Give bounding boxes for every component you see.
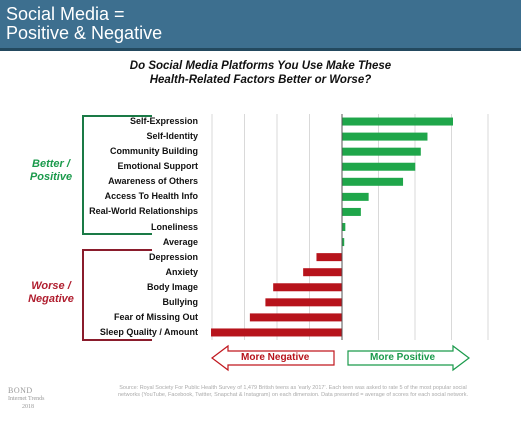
- source-note: Source: Royal Society For Public Health …: [117, 385, 468, 398]
- page-title-line2: Positive & Negative: [6, 23, 163, 43]
- more-positive-label: More Positive: [370, 352, 436, 363]
- bar-bullying: [265, 298, 342, 307]
- chart-question-line2: Health-Related Factors Better or Worse?: [149, 74, 372, 86]
- bar-access-to-health-info: [342, 192, 369, 201]
- category-label: Emotional Support: [117, 161, 199, 172]
- better-label-line2: Positive: [29, 171, 73, 183]
- category-label: Loneliness: [150, 221, 198, 232]
- more-negative-arrow-icon: [211, 344, 335, 372]
- bar-community-building: [342, 147, 421, 156]
- bar-awareness-of-others: [342, 177, 404, 186]
- category-label: Real-World Relationships: [89, 206, 198, 217]
- bar-fear-of-missing-out: [249, 313, 342, 322]
- bar-self-expression: [342, 117, 453, 126]
- header-banner: Social Media = Positive & Negative: [0, 0, 521, 51]
- category-label: Bullying: [162, 296, 199, 307]
- bar-loneliness: [342, 223, 346, 231]
- page-title-line1: Social Media =: [6, 4, 125, 24]
- category-label: Average: [162, 236, 198, 247]
- worse-label-line2: Negative: [28, 293, 74, 305]
- category-label: Body Image: [146, 281, 198, 292]
- more-positive-arrow-icon: [347, 344, 470, 372]
- more-negative-label: More Negative: [241, 352, 310, 363]
- better-label-line1: Better /: [32, 158, 70, 170]
- chart-question-line1: Do Social Media Platforms You Use Make T…: [129, 60, 392, 72]
- bond-logo-line1: BOND: [8, 386, 33, 395]
- better-group-bracket: [82, 115, 152, 235]
- bond-logo-line3: 2018: [22, 404, 34, 410]
- bar-real-world-relationships: [342, 207, 361, 216]
- category-label: Depression: [148, 251, 198, 262]
- bar-body-image: [273, 283, 342, 292]
- bar-anxiety: [303, 268, 342, 277]
- worse-group-bracket: [82, 249, 152, 341]
- category-label: Sleep Quality / Amount: [99, 326, 198, 337]
- worse-label-line1: Worse /: [31, 280, 71, 292]
- category-label: Awareness of Others: [108, 176, 198, 187]
- category-label: Fear of Missing Out: [113, 311, 198, 322]
- category-label: Access To Health Info: [104, 191, 198, 202]
- category-label: Self-Identity: [146, 131, 198, 142]
- bar-sleep-quality-amount: [211, 328, 342, 337]
- category-label: Self-Expression: [129, 116, 198, 127]
- bar-average: [342, 238, 345, 247]
- bar-self-identity: [342, 132, 428, 141]
- bond-logo-line2: Internet Trends: [8, 396, 45, 402]
- category-label: Community Building: [110, 146, 198, 157]
- category-label: Anxiety: [165, 266, 198, 277]
- bar-emotional-support: [342, 162, 416, 171]
- bar-depression: [316, 253, 342, 262]
